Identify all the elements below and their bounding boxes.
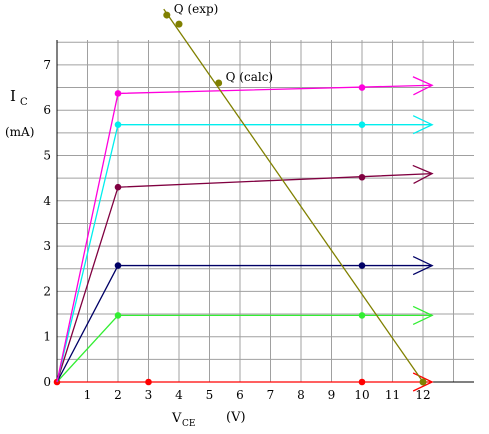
data-point-marker xyxy=(114,183,122,191)
data-point-marker xyxy=(114,90,122,97)
series-group xyxy=(53,76,434,392)
y-tick-label: 3 xyxy=(43,239,51,253)
x-tick-label: 3 xyxy=(145,388,153,402)
label-group: I C (mA) V CE (V) Q (exp) Q (calc) xyxy=(5,2,273,429)
x-tick-label: 5 xyxy=(206,388,214,402)
series-arrowhead-2 xyxy=(412,305,434,325)
operating-point-marker xyxy=(175,20,183,28)
operating-point-label: Q (calc) xyxy=(226,70,273,84)
y-tick-label: 0 xyxy=(43,375,51,389)
x-axis-label-unit: (V) xyxy=(226,410,246,425)
y-tick-label: 5 xyxy=(43,149,51,163)
x-tick-label: 1 xyxy=(84,388,92,402)
y-tick-label: 7 xyxy=(43,58,51,72)
x-tick-label: 6 xyxy=(236,388,244,402)
x-axis-label-sub: CE xyxy=(182,419,195,429)
data-point-marker xyxy=(358,84,366,91)
y-tick-label: 2 xyxy=(43,284,51,298)
x-axis-label-main: V xyxy=(171,411,182,426)
x-tick-label: 12 xyxy=(415,388,430,402)
operating-point-marker xyxy=(419,378,427,386)
grid xyxy=(57,40,474,382)
x-tick-label: 2 xyxy=(114,388,122,402)
operating-point-marker xyxy=(215,79,223,87)
data-point-marker xyxy=(145,378,152,386)
y-axis-label-sub: C xyxy=(20,97,28,108)
x-tick-label: 10 xyxy=(354,388,369,402)
series-arrowhead-5 xyxy=(412,115,434,135)
data-point-marker xyxy=(358,173,366,181)
data-point-marker xyxy=(358,378,366,386)
x-tick-label: 8 xyxy=(297,388,305,402)
x-tick-label: 7 xyxy=(267,388,275,402)
y-tick-label: 1 xyxy=(43,330,51,344)
data-point-marker xyxy=(114,312,122,319)
data-point-marker xyxy=(114,262,122,269)
operating-point-marker xyxy=(163,11,171,19)
data-point-marker xyxy=(358,262,366,269)
y-tick-label: 4 xyxy=(43,194,51,208)
x-tick-label: 9 xyxy=(328,388,336,402)
load-line-group xyxy=(163,8,427,386)
x-tick-label: 4 xyxy=(175,388,183,402)
data-point-marker xyxy=(358,312,366,319)
series-arrowhead-4 xyxy=(412,164,434,185)
y-axis-label-main: I xyxy=(10,87,16,105)
operating-point-label: Q (exp) xyxy=(174,2,219,16)
x-tick-label: 11 xyxy=(385,388,400,402)
series-arrowhead-6 xyxy=(412,76,434,96)
data-point-marker xyxy=(358,121,366,128)
y-axis-label-unit: (mA) xyxy=(5,125,34,139)
load-line xyxy=(163,8,424,383)
series-arrowhead-3 xyxy=(412,255,434,276)
data-point-marker xyxy=(114,121,122,128)
y-tick-label: 6 xyxy=(43,103,51,117)
